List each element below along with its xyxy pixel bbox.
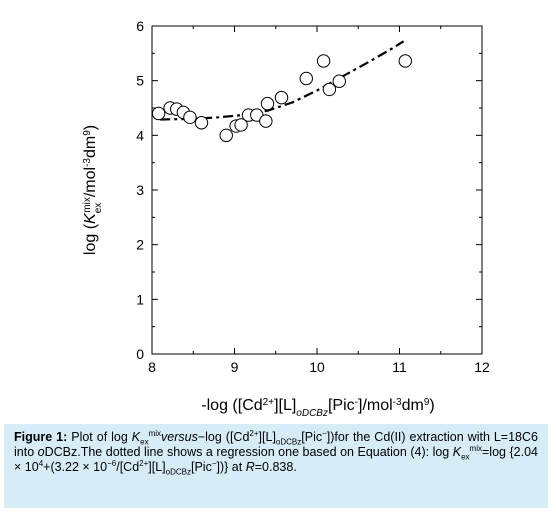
x-tick-label: 12 (474, 359, 490, 375)
y-tick-label: 0 (136, 346, 144, 362)
data-point (260, 96, 275, 111)
caption-sub: oDCBz (165, 467, 191, 477)
caption-k: K (452, 445, 462, 459)
data-point (274, 90, 289, 105)
caption-k: K (131, 430, 141, 444)
caption-text: =0.838. (254, 460, 297, 474)
caption-text: ])for the Cd(II) extraction with L=18C6 … (14, 430, 538, 459)
x-tick-label: 11 (392, 359, 407, 375)
x-tick-label: 9 (231, 359, 239, 375)
caption-text: ][L] (148, 460, 166, 474)
caption-text: ])} at (216, 460, 246, 474)
data-point (398, 54, 412, 68)
caption-italic: R (245, 460, 255, 474)
caption-text: −log ([Cd (197, 430, 250, 444)
caption-text: +(3.22 × 10 (43, 460, 108, 474)
caption-sup: 4 (38, 458, 44, 468)
data-point (151, 106, 166, 121)
regression-line-group (160, 40, 405, 121)
figure-caption: Figure 1: Plot of log Kexmixversus−log (… (4, 424, 548, 508)
data-points (151, 54, 412, 143)
x-tick-label: 10 (309, 359, 325, 375)
caption-text: /[Cd (116, 460, 140, 474)
caption-sup: 2+ (139, 458, 149, 468)
data-point (316, 54, 331, 68)
caption-sub: oDCBz (275, 437, 302, 447)
caption-sup: − (322, 428, 327, 438)
data-point (332, 74, 346, 88)
caption-sub: ex (461, 452, 470, 462)
data-point (194, 116, 209, 130)
y-tick-label: 6 (136, 18, 144, 34)
x-tick-label: 8 (148, 359, 156, 375)
data-point (299, 71, 313, 86)
caption-sub: ex (140, 437, 149, 447)
data-point (259, 114, 273, 128)
caption-sup: 2+ (249, 428, 259, 438)
caption-text: ][L] (258, 430, 276, 444)
caption-text: [Pic (301, 430, 323, 444)
y-tick-label: 5 (136, 73, 144, 89)
caption-sup: mix (148, 428, 162, 438)
data-point (219, 128, 233, 143)
y-tick-label: 3 (136, 182, 144, 198)
caption-text: =log {2.04 × 10 (14, 445, 538, 474)
plot-axes (151, 25, 483, 355)
plot-frame (151, 25, 483, 355)
caption-versus: versus (161, 430, 198, 444)
data-point (322, 82, 337, 97)
data-point (183, 110, 197, 124)
caption-label: Figure 1: (14, 430, 68, 444)
caption-text: Plot of log (67, 430, 132, 444)
y-tick-label: 1 (136, 291, 144, 307)
caption-italic: o (37, 445, 45, 459)
y-axis-label: log (Kexmix/mol-3dm9) (82, 125, 104, 255)
y-tick-label: 2 (136, 237, 144, 253)
caption-sup: − (211, 458, 217, 468)
caption-sup: −6 (107, 458, 117, 468)
regression-line (160, 40, 405, 121)
caption-text: [Pic (191, 460, 212, 474)
axis-labels: -log ([Cd2+][L]oDCBz[Pic-]/mol-3dm9) log… (82, 125, 435, 419)
x-axis-label: -log ([Cd2+][L]oDCBz[Pic-]/mol-3dm9) (201, 397, 434, 419)
caption-sup: mix (469, 443, 482, 453)
data-point (234, 118, 248, 132)
y-tick-label: 4 (136, 127, 144, 143)
caption-text: DCBz.The dotted line shows a regression … (44, 445, 453, 459)
